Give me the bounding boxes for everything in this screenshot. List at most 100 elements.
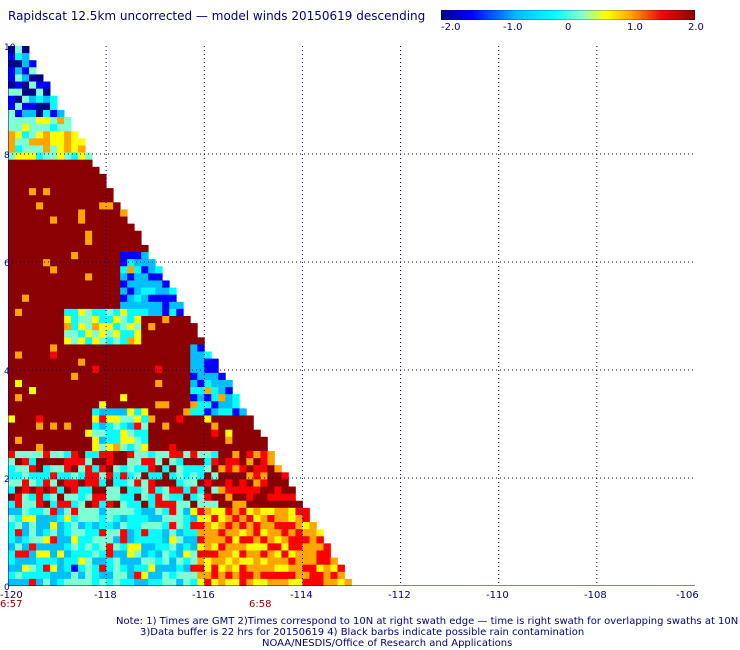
swath-cell (8, 244, 16, 253)
swath-cell (162, 401, 170, 409)
swath-cell (183, 543, 191, 551)
swath-cell (22, 46, 30, 54)
swath-cell (281, 522, 289, 530)
swath-cell (29, 181, 37, 189)
swath-cell (113, 330, 121, 338)
swath-cell (22, 60, 30, 68)
swath-cell (197, 379, 205, 388)
swath-cell (22, 323, 30, 331)
swath-cell (155, 323, 163, 331)
swath-cell (78, 259, 86, 267)
swath-cell (267, 500, 275, 509)
swath-cell (120, 564, 128, 573)
swath-cell (78, 280, 86, 288)
swath-cell (169, 500, 177, 509)
swath-cell (225, 507, 233, 516)
swath-cell (197, 571, 205, 580)
swath-cell (106, 387, 114, 395)
swath-cell (127, 472, 135, 480)
swath-cell (92, 543, 100, 551)
swath-cell (169, 479, 177, 487)
swath-cell (92, 372, 100, 381)
swath-cell (71, 323, 79, 331)
swath-cell (71, 252, 79, 260)
swath-cell (50, 358, 58, 367)
swath-cell (190, 330, 198, 338)
swath-cell (309, 529, 317, 537)
swath-cell (162, 507, 170, 516)
swath-cell (50, 436, 58, 445)
swath-cell (78, 159, 86, 168)
swath-cell (134, 429, 142, 438)
swath-cell (211, 564, 219, 573)
swath-cell (288, 507, 296, 516)
swath-cell (78, 564, 86, 573)
swath-cell (8, 202, 16, 210)
swath-cell (22, 543, 30, 551)
swath-cell (57, 244, 65, 253)
swath-cell (183, 500, 191, 509)
swath-cell (232, 401, 240, 409)
swath-cell (8, 138, 16, 146)
swath-cell (162, 522, 170, 530)
swath-cell (78, 330, 86, 338)
swath-cell (239, 536, 247, 544)
swath-cell (316, 536, 324, 544)
swath-cell (92, 472, 100, 480)
swath-cell (8, 287, 16, 296)
swath-cell (302, 550, 310, 558)
swath-cell (15, 294, 23, 303)
swath-cell (43, 514, 51, 523)
swath-cell (120, 209, 128, 217)
swath-cell (141, 529, 149, 537)
swath-cell (134, 294, 142, 303)
swath-cell (141, 443, 149, 452)
swath-cell (120, 379, 128, 388)
swath-cell (190, 323, 198, 331)
swath-cell (134, 244, 142, 253)
swath-cell (239, 500, 247, 509)
swath-cell (211, 379, 219, 388)
swath-cell (99, 202, 107, 210)
swath-cell (92, 401, 100, 409)
swath-cell (148, 379, 156, 388)
swath-cell (218, 379, 226, 388)
swath-cell (64, 500, 72, 509)
swath-cell (190, 571, 198, 580)
swath-cell (29, 543, 37, 551)
swath-cell (29, 408, 37, 416)
swath-cell (36, 316, 44, 324)
swath-cell (141, 294, 149, 303)
swath-cell (148, 436, 156, 445)
swath-cell (120, 308, 128, 317)
swath-cell (22, 351, 30, 360)
swath-cell (204, 543, 212, 551)
swath-cell (106, 209, 114, 217)
swath-cell (176, 507, 184, 516)
swath-cell (29, 507, 37, 516)
swath-cell (29, 67, 37, 75)
swath-cell (85, 223, 93, 232)
swath-cell (106, 195, 114, 203)
swath-cell (148, 536, 156, 544)
swath-cell (36, 571, 44, 580)
swath-cell (92, 422, 100, 431)
swath-cell (190, 557, 198, 566)
swath-cell (232, 543, 240, 551)
swath-cell (85, 529, 93, 537)
swath-cell (8, 294, 16, 303)
swath-cell (64, 479, 72, 487)
swath-cell (141, 287, 149, 296)
swath-cell (85, 571, 93, 580)
swath-cell (260, 536, 268, 544)
swath-cell (106, 436, 114, 445)
swath-cell (92, 358, 100, 367)
swath-cell (64, 451, 72, 459)
swath-cell (253, 479, 261, 487)
swath-cell (85, 173, 93, 182)
swath-cell (78, 351, 86, 360)
swath-cell (141, 266, 149, 274)
swath-cell (43, 372, 51, 381)
swath-cell (190, 344, 198, 352)
swath-cell (239, 507, 247, 516)
